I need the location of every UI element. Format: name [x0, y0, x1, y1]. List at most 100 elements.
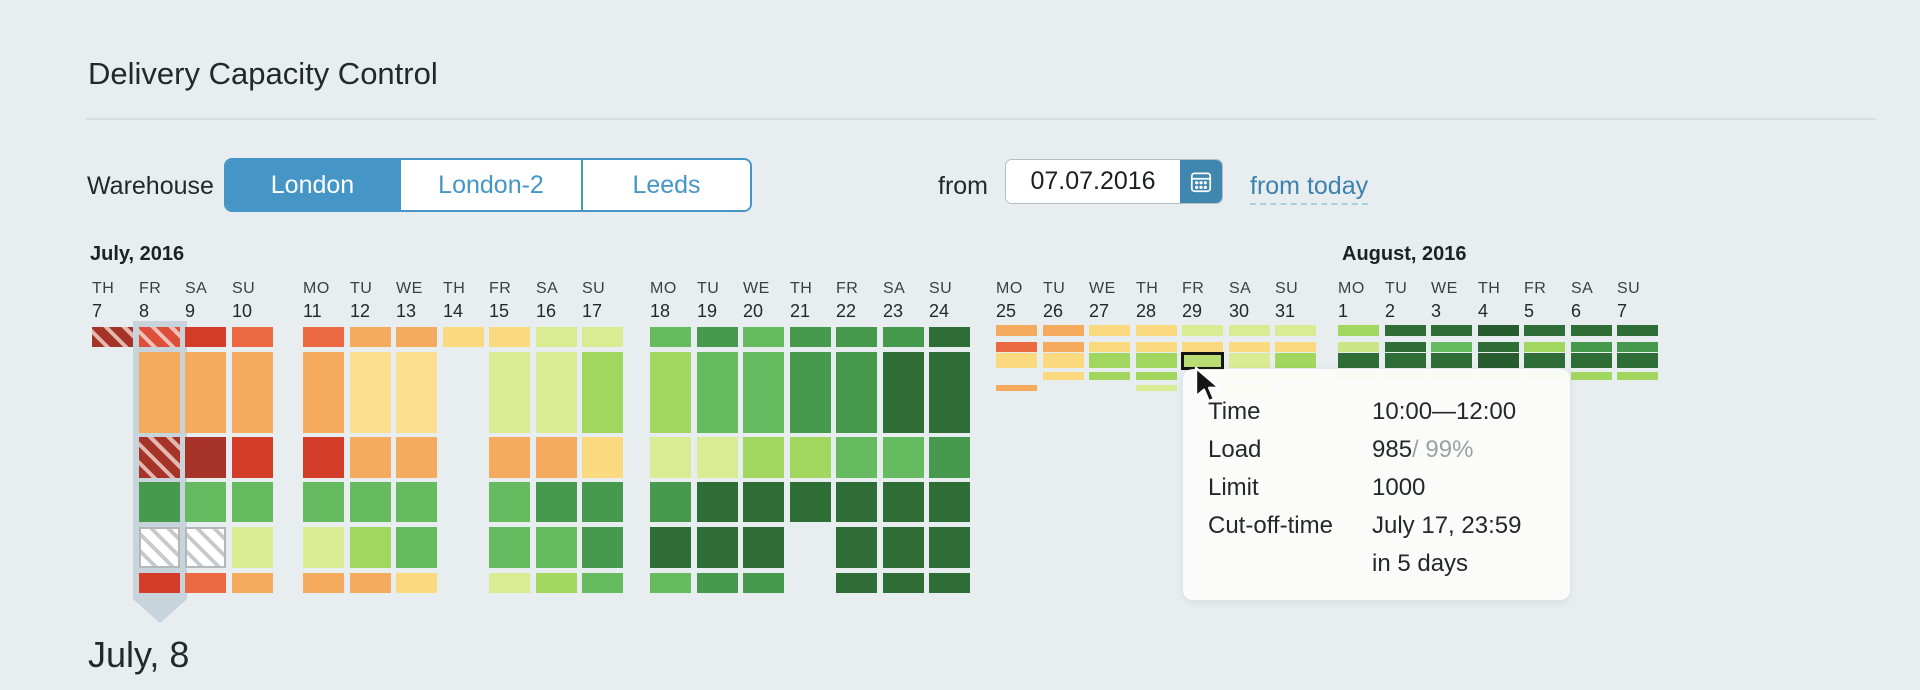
capacity-cell[interactable]: [1431, 325, 1472, 336]
capacity-cell[interactable]: [697, 437, 738, 478]
capacity-cell[interactable]: [582, 527, 623, 568]
capacity-cell[interactable]: [139, 573, 180, 593]
capacity-cell[interactable]: [489, 352, 530, 433]
capacity-cell[interactable]: [536, 573, 577, 593]
capacity-cell[interactable]: [1431, 342, 1472, 352]
capacity-cell[interactable]: [303, 482, 344, 522]
capacity-cell-selected[interactable]: [1181, 352, 1224, 370]
capacity-cell[interactable]: [232, 573, 273, 593]
capacity-cell[interactable]: [185, 327, 226, 347]
capacity-cell[interactable]: [303, 437, 344, 478]
capacity-cell[interactable]: [743, 573, 784, 593]
capacity-cell[interactable]: [396, 482, 437, 522]
capacity-cell[interactable]: [443, 327, 484, 347]
capacity-cell[interactable]: [1524, 353, 1565, 368]
capacity-cell[interactable]: [836, 352, 877, 433]
capacity-cell[interactable]: [1571, 372, 1612, 380]
capacity-cell[interactable]: [1136, 385, 1177, 391]
capacity-cell[interactable]: [1338, 353, 1379, 368]
capacity-cell[interactable]: [185, 527, 226, 568]
capacity-cell[interactable]: [1043, 353, 1084, 368]
capacity-cell[interactable]: [1571, 342, 1612, 352]
capacity-cell[interactable]: [350, 527, 391, 568]
capacity-cell[interactable]: [1136, 325, 1177, 336]
capacity-cell[interactable]: [1275, 353, 1316, 368]
date-input[interactable]: [1006, 160, 1180, 203]
capacity-cell[interactable]: [489, 327, 530, 347]
capacity-cell[interactable]: [883, 573, 924, 593]
capacity-cell[interactable]: [350, 327, 391, 347]
capacity-cell[interactable]: [1617, 353, 1658, 368]
capacity-cell[interactable]: [536, 482, 577, 522]
capacity-cell[interactable]: [650, 352, 691, 433]
capacity-cell[interactable]: [489, 437, 530, 478]
capacity-cell[interactable]: [697, 527, 738, 568]
tab-warehouse-london-2[interactable]: London-2: [399, 160, 581, 210]
capacity-cell[interactable]: [1043, 342, 1084, 352]
capacity-cell[interactable]: [929, 437, 970, 478]
capacity-cell[interactable]: [1338, 325, 1379, 336]
capacity-cell[interactable]: [883, 437, 924, 478]
capacity-cell[interactable]: [350, 352, 391, 433]
capacity-cell[interactable]: [536, 327, 577, 347]
capacity-cell[interactable]: [1229, 353, 1270, 368]
capacity-cell[interactable]: [185, 482, 226, 522]
capacity-cell[interactable]: [650, 527, 691, 568]
tab-warehouse-london[interactable]: London: [226, 160, 399, 210]
capacity-cell[interactable]: [1089, 372, 1130, 380]
capacity-cell[interactable]: [1182, 342, 1223, 352]
capacity-cell[interactable]: [396, 437, 437, 478]
capacity-cell[interactable]: [1089, 325, 1130, 336]
capacity-cell[interactable]: [1043, 325, 1084, 336]
capacity-cell[interactable]: [396, 327, 437, 347]
capacity-cell[interactable]: [836, 437, 877, 478]
capacity-cell[interactable]: [650, 437, 691, 478]
capacity-cell[interactable]: [303, 327, 344, 347]
capacity-cell[interactable]: [1089, 353, 1130, 368]
capacity-cell[interactable]: [929, 327, 970, 347]
capacity-cell[interactable]: [139, 352, 180, 433]
capacity-cell[interactable]: [1229, 325, 1270, 336]
capacity-cell[interactable]: [582, 482, 623, 522]
capacity-cell[interactable]: [1136, 353, 1177, 368]
capacity-cell[interactable]: [1478, 342, 1519, 352]
capacity-cell[interactable]: [536, 437, 577, 478]
capacity-cell[interactable]: [185, 352, 226, 433]
capacity-cell[interactable]: [1043, 372, 1084, 380]
capacity-cell[interactable]: [396, 352, 437, 433]
capacity-cell[interactable]: [489, 482, 530, 522]
capacity-cell[interactable]: [489, 573, 530, 593]
capacity-cell[interactable]: [1478, 353, 1519, 368]
capacity-cell[interactable]: [396, 573, 437, 593]
capacity-cell[interactable]: [1524, 342, 1565, 352]
capacity-cell[interactable]: [743, 327, 784, 347]
capacity-cell[interactable]: [1385, 325, 1426, 336]
capacity-cell[interactable]: [350, 482, 391, 522]
capacity-cell[interactable]: [350, 573, 391, 593]
capacity-cell[interactable]: [139, 437, 180, 478]
capacity-cell[interactable]: [1136, 372, 1177, 380]
capacity-cell[interactable]: [232, 437, 273, 478]
capacity-cell[interactable]: [303, 573, 344, 593]
capacity-cell[interactable]: [743, 527, 784, 568]
capacity-cell[interactable]: [996, 325, 1037, 336]
capacity-cell[interactable]: [836, 327, 877, 347]
capacity-cell[interactable]: [232, 352, 273, 433]
from-today-link[interactable]: from today: [1250, 172, 1369, 205]
capacity-cell[interactable]: [743, 437, 784, 478]
capacity-cell[interactable]: [582, 352, 623, 433]
capacity-cell[interactable]: [1617, 342, 1658, 352]
capacity-cell[interactable]: [650, 573, 691, 593]
capacity-cell[interactable]: [139, 482, 180, 522]
capacity-cell[interactable]: [303, 527, 344, 568]
capacity-cell[interactable]: [790, 437, 831, 478]
capacity-cell[interactable]: [1385, 353, 1426, 368]
capacity-cell[interactable]: [582, 327, 623, 347]
capacity-cell[interactable]: [1524, 325, 1565, 336]
capacity-cell[interactable]: [743, 482, 784, 522]
capacity-cell[interactable]: [929, 352, 970, 433]
capacity-cell[interactable]: [1571, 325, 1612, 336]
capacity-cell[interactable]: [1385, 342, 1426, 352]
capacity-cell[interactable]: [185, 573, 226, 593]
capacity-cell[interactable]: [139, 327, 180, 347]
